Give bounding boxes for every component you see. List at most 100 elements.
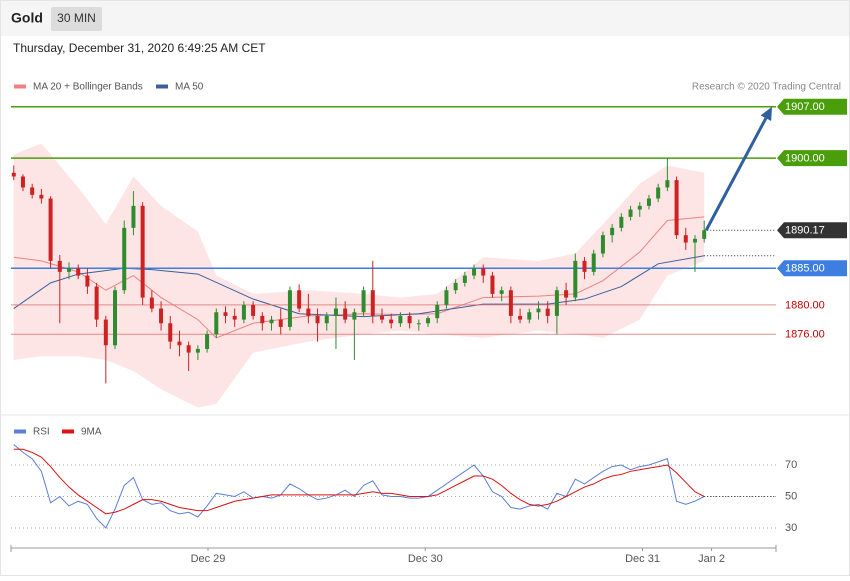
- candle-body: [269, 319, 274, 324]
- level-label: 1890.17: [785, 225, 825, 237]
- candle-body: [591, 253, 596, 272]
- candle-body: [223, 312, 228, 316]
- candle-body: [131, 205, 136, 228]
- candle-body: [407, 315, 412, 324]
- candle-body: [186, 345, 191, 353]
- level-box: [777, 98, 847, 115]
- instrument-title: Gold: [11, 10, 43, 26]
- candle-body: [287, 290, 292, 327]
- candle-body: [297, 290, 302, 309]
- legend-label: 9MA: [81, 427, 102, 438]
- level-label: 1880.00: [785, 299, 825, 311]
- legend-swatch: [14, 84, 26, 89]
- candle-body: [11, 172, 16, 177]
- candle-body: [573, 260, 578, 298]
- candle-body: [536, 308, 541, 313]
- candle-body: [324, 315, 329, 324]
- candle-body: [241, 304, 246, 320]
- candle-body: [702, 230, 707, 239]
- candle-body: [665, 180, 670, 188]
- candle-body: [85, 275, 90, 287]
- candle-body: [508, 290, 513, 316]
- candle-body: [416, 323, 421, 325]
- legend-label: MA 50: [175, 82, 204, 93]
- candle-body: [435, 304, 440, 319]
- candle-body: [57, 260, 62, 272]
- candle-body: [140, 205, 145, 298]
- level-label: 1876.00: [785, 329, 825, 341]
- candle-body: [646, 198, 651, 206]
- candle-body: [656, 187, 661, 199]
- candle-body: [168, 323, 173, 342]
- candle-body: [628, 209, 633, 217]
- rsi-line: [13, 444, 705, 529]
- level-box: [777, 260, 847, 277]
- candle-body: [389, 319, 394, 324]
- candle-body: [637, 205, 642, 210]
- candle-body: [499, 290, 504, 294]
- candle-body: [306, 308, 311, 316]
- legend-label: RSI: [33, 427, 50, 438]
- candle-body: [177, 341, 182, 346]
- candle-body: [103, 319, 108, 346]
- candle-body: [20, 176, 25, 188]
- candle-body: [610, 227, 615, 236]
- candle-body: [490, 275, 495, 294]
- candle-body: [582, 260, 587, 272]
- candle-body: [343, 308, 348, 320]
- x-tick-label: Dec 30: [408, 553, 443, 565]
- candle-body: [518, 315, 523, 320]
- candle-body: [278, 319, 283, 327]
- candle-body: [472, 268, 477, 276]
- level-box: [777, 222, 847, 239]
- candle-body: [462, 275, 467, 283]
- bollinger-band: [13, 143, 705, 408]
- candle-body: [333, 308, 338, 316]
- candle-body: [600, 235, 605, 254]
- candle-body: [398, 315, 403, 324]
- timeframe-button[interactable]: [51, 7, 102, 31]
- candle-body: [692, 238, 697, 243]
- credit: Research © 2020 Trading Central: [692, 82, 841, 93]
- candle-body: [683, 235, 688, 243]
- candle-body: [159, 308, 164, 324]
- candle-body: [619, 216, 624, 228]
- y-tick-label: 50: [785, 490, 797, 502]
- candle-body: [113, 290, 118, 346]
- candle-body: [48, 198, 53, 261]
- candle-body: [205, 334, 210, 349]
- legend-swatch: [14, 429, 26, 434]
- x-tick-label: Dec 29: [191, 553, 226, 565]
- candle-body: [260, 315, 265, 324]
- x-tick-label: Dec 31: [625, 553, 660, 565]
- candle-body: [426, 318, 431, 324]
- rsi-line: [13, 448, 705, 515]
- header-bar: [0, 0, 850, 36]
- candle-body: [444, 290, 449, 305]
- legend-swatch: [156, 84, 168, 89]
- candle-body: [315, 315, 320, 324]
- timestamp: Thursday, December 31, 2020 6:49:25 AM C…: [13, 41, 266, 55]
- legend-swatch: [62, 429, 74, 434]
- candle-body: [545, 308, 550, 316]
- candle-body: [76, 268, 81, 276]
- candle-body: [30, 187, 35, 195]
- level-label: 1900.00: [785, 153, 825, 165]
- candle-body: [251, 304, 256, 316]
- forecast-arrow: [704, 117, 768, 231]
- candle-body: [149, 297, 154, 309]
- candle-body: [674, 180, 679, 236]
- candle-body: [370, 290, 375, 316]
- forecast-arrowhead: [760, 106, 772, 122]
- candle-body: [361, 290, 366, 313]
- timeframe-label[interactable]: 30 MIN: [57, 11, 96, 25]
- y-tick-label: 70: [785, 459, 797, 471]
- legend-label: MA 20 + Bollinger Bands: [33, 82, 143, 93]
- candle-body: [379, 315, 384, 320]
- level-label: 1885.00: [785, 263, 825, 275]
- candle-body: [554, 290, 559, 316]
- candle-body: [195, 348, 200, 353]
- x-tick-label: Jan 2: [698, 553, 725, 565]
- ma50-line: [13, 255, 705, 318]
